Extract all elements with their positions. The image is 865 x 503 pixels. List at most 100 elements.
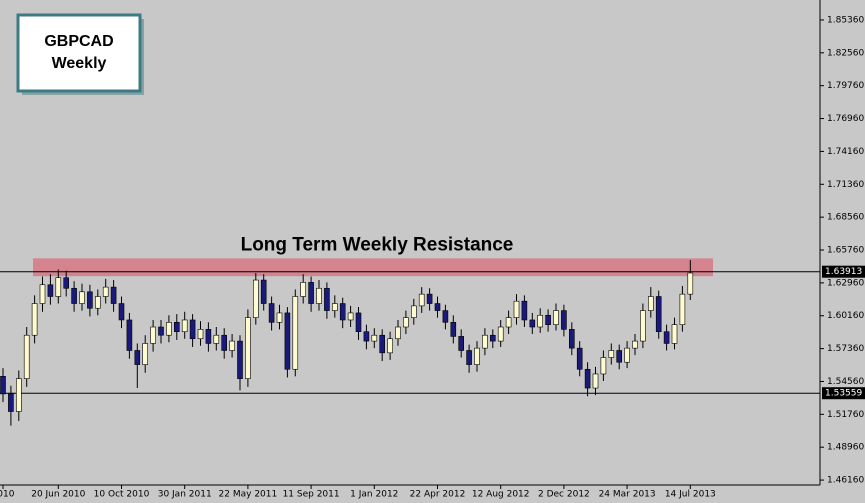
candle-body bbox=[331, 303, 338, 311]
candle-body bbox=[529, 319, 536, 328]
candle-body bbox=[39, 284, 46, 304]
candle-body bbox=[347, 312, 354, 321]
title-frame bbox=[16, 13, 142, 93]
candle-body bbox=[189, 319, 196, 340]
y-tick-label: 1.54560 bbox=[827, 377, 864, 387]
candle-body bbox=[640, 310, 646, 342]
candle-body bbox=[458, 336, 465, 351]
candle-body bbox=[284, 312, 291, 370]
candle-body bbox=[213, 334, 220, 344]
candle-body bbox=[87, 291, 93, 309]
y-tick-label: 1.46160 bbox=[827, 476, 864, 486]
y-tick-label: 1.48960 bbox=[827, 443, 864, 453]
candle-body bbox=[110, 286, 117, 304]
candle-body bbox=[671, 324, 678, 344]
candle-body bbox=[624, 347, 630, 363]
candle-body bbox=[245, 317, 251, 379]
candle-body bbox=[174, 322, 180, 333]
candle-body bbox=[687, 272, 694, 295]
level-label: 1.53559 bbox=[825, 389, 862, 399]
candle-body bbox=[466, 350, 472, 365]
zone-annotation: Long Term Weekly Resistance bbox=[241, 234, 514, 255]
candle-body bbox=[434, 303, 441, 311]
candle-body bbox=[15, 378, 22, 412]
x-tick-label: 22 Apr 2012 bbox=[410, 490, 466, 500]
level-label: 1.63913 bbox=[825, 267, 862, 277]
candle-body bbox=[237, 340, 243, 379]
x-tick-label: 14 Jul 2013 bbox=[665, 490, 716, 500]
candle-body bbox=[505, 317, 512, 328]
candle-body bbox=[403, 317, 409, 328]
candle-body bbox=[513, 300, 520, 318]
x-tick-label: 1 Jan 2012 bbox=[350, 490, 398, 500]
candle-body bbox=[260, 279, 267, 304]
candle-body bbox=[553, 310, 559, 325]
candle-body bbox=[616, 350, 623, 363]
candle-body bbox=[308, 282, 314, 304]
candle-body bbox=[592, 373, 599, 389]
candle-body bbox=[655, 296, 662, 333]
candle-body bbox=[253, 279, 259, 318]
candle-body bbox=[158, 326, 164, 336]
candle-body bbox=[497, 326, 504, 342]
candle-body bbox=[371, 334, 378, 342]
candle-body bbox=[95, 296, 101, 309]
candle-body bbox=[221, 334, 227, 351]
candle-body bbox=[474, 347, 480, 365]
level-label-box bbox=[822, 265, 865, 278]
candle-body bbox=[426, 293, 433, 304]
candle-body bbox=[292, 296, 299, 370]
candle-body bbox=[205, 329, 212, 344]
candle-body bbox=[229, 340, 235, 351]
chart-subtitle: Weekly bbox=[52, 55, 107, 72]
candle-body bbox=[521, 300, 528, 321]
plot: Long Term Weekly Resistance bbox=[0, 234, 820, 426]
y-tick-label: 1.65760 bbox=[827, 246, 864, 256]
candle-body bbox=[300, 282, 307, 297]
candle-body bbox=[545, 314, 551, 325]
candle-body bbox=[442, 310, 449, 323]
candle-body bbox=[324, 287, 330, 311]
candle-body bbox=[576, 347, 583, 370]
candle-body bbox=[126, 319, 133, 351]
candle-body bbox=[316, 287, 322, 304]
candle-body bbox=[0, 376, 6, 395]
candle-body bbox=[355, 312, 362, 333]
level-label-box bbox=[822, 387, 865, 400]
candle-body bbox=[142, 343, 148, 365]
y-tick-label: 1.74160 bbox=[827, 147, 864, 157]
x-tick-label: 24 Mar 2013 bbox=[599, 490, 656, 500]
y-tick-label: 1.79760 bbox=[827, 81, 864, 91]
candle-body bbox=[102, 286, 109, 297]
x-tick-label: 12 Aug 2012 bbox=[472, 490, 530, 500]
candle-body bbox=[395, 326, 401, 340]
candle-body bbox=[23, 334, 30, 379]
candle-body bbox=[134, 350, 141, 365]
x-tick-label: 2 Dec 2012 bbox=[538, 490, 590, 500]
candle-body bbox=[568, 329, 575, 349]
candle-body bbox=[79, 291, 85, 304]
x-tick-label: 2010 bbox=[0, 490, 15, 500]
candle-body bbox=[150, 326, 156, 344]
y-tick-label: 1.85360 bbox=[827, 15, 864, 25]
candle-body bbox=[561, 310, 567, 330]
candle-body bbox=[537, 314, 544, 328]
candle-body bbox=[8, 393, 14, 412]
y-tick-label: 1.57360 bbox=[827, 344, 864, 354]
y-tick-label: 1.62960 bbox=[827, 278, 864, 288]
title-box: GBPCAD Weekly bbox=[16, 13, 144, 95]
x-tick-label: 30 Jan 2011 bbox=[158, 490, 212, 500]
candle-body bbox=[600, 357, 607, 375]
x-tick-label: 20 Jun 2010 bbox=[31, 490, 85, 500]
candle-body bbox=[31, 303, 38, 336]
chart-title: GBPCAD bbox=[44, 33, 113, 50]
candle-body bbox=[608, 350, 615, 358]
resistance-zone bbox=[33, 258, 713, 277]
candle-body bbox=[55, 277, 62, 297]
y-tick-label: 1.51760 bbox=[827, 410, 864, 420]
candle-body bbox=[418, 293, 425, 307]
candle-body bbox=[450, 322, 457, 337]
candle-body bbox=[584, 368, 591, 389]
candle-body bbox=[71, 287, 77, 304]
candle-body bbox=[181, 319, 188, 333]
